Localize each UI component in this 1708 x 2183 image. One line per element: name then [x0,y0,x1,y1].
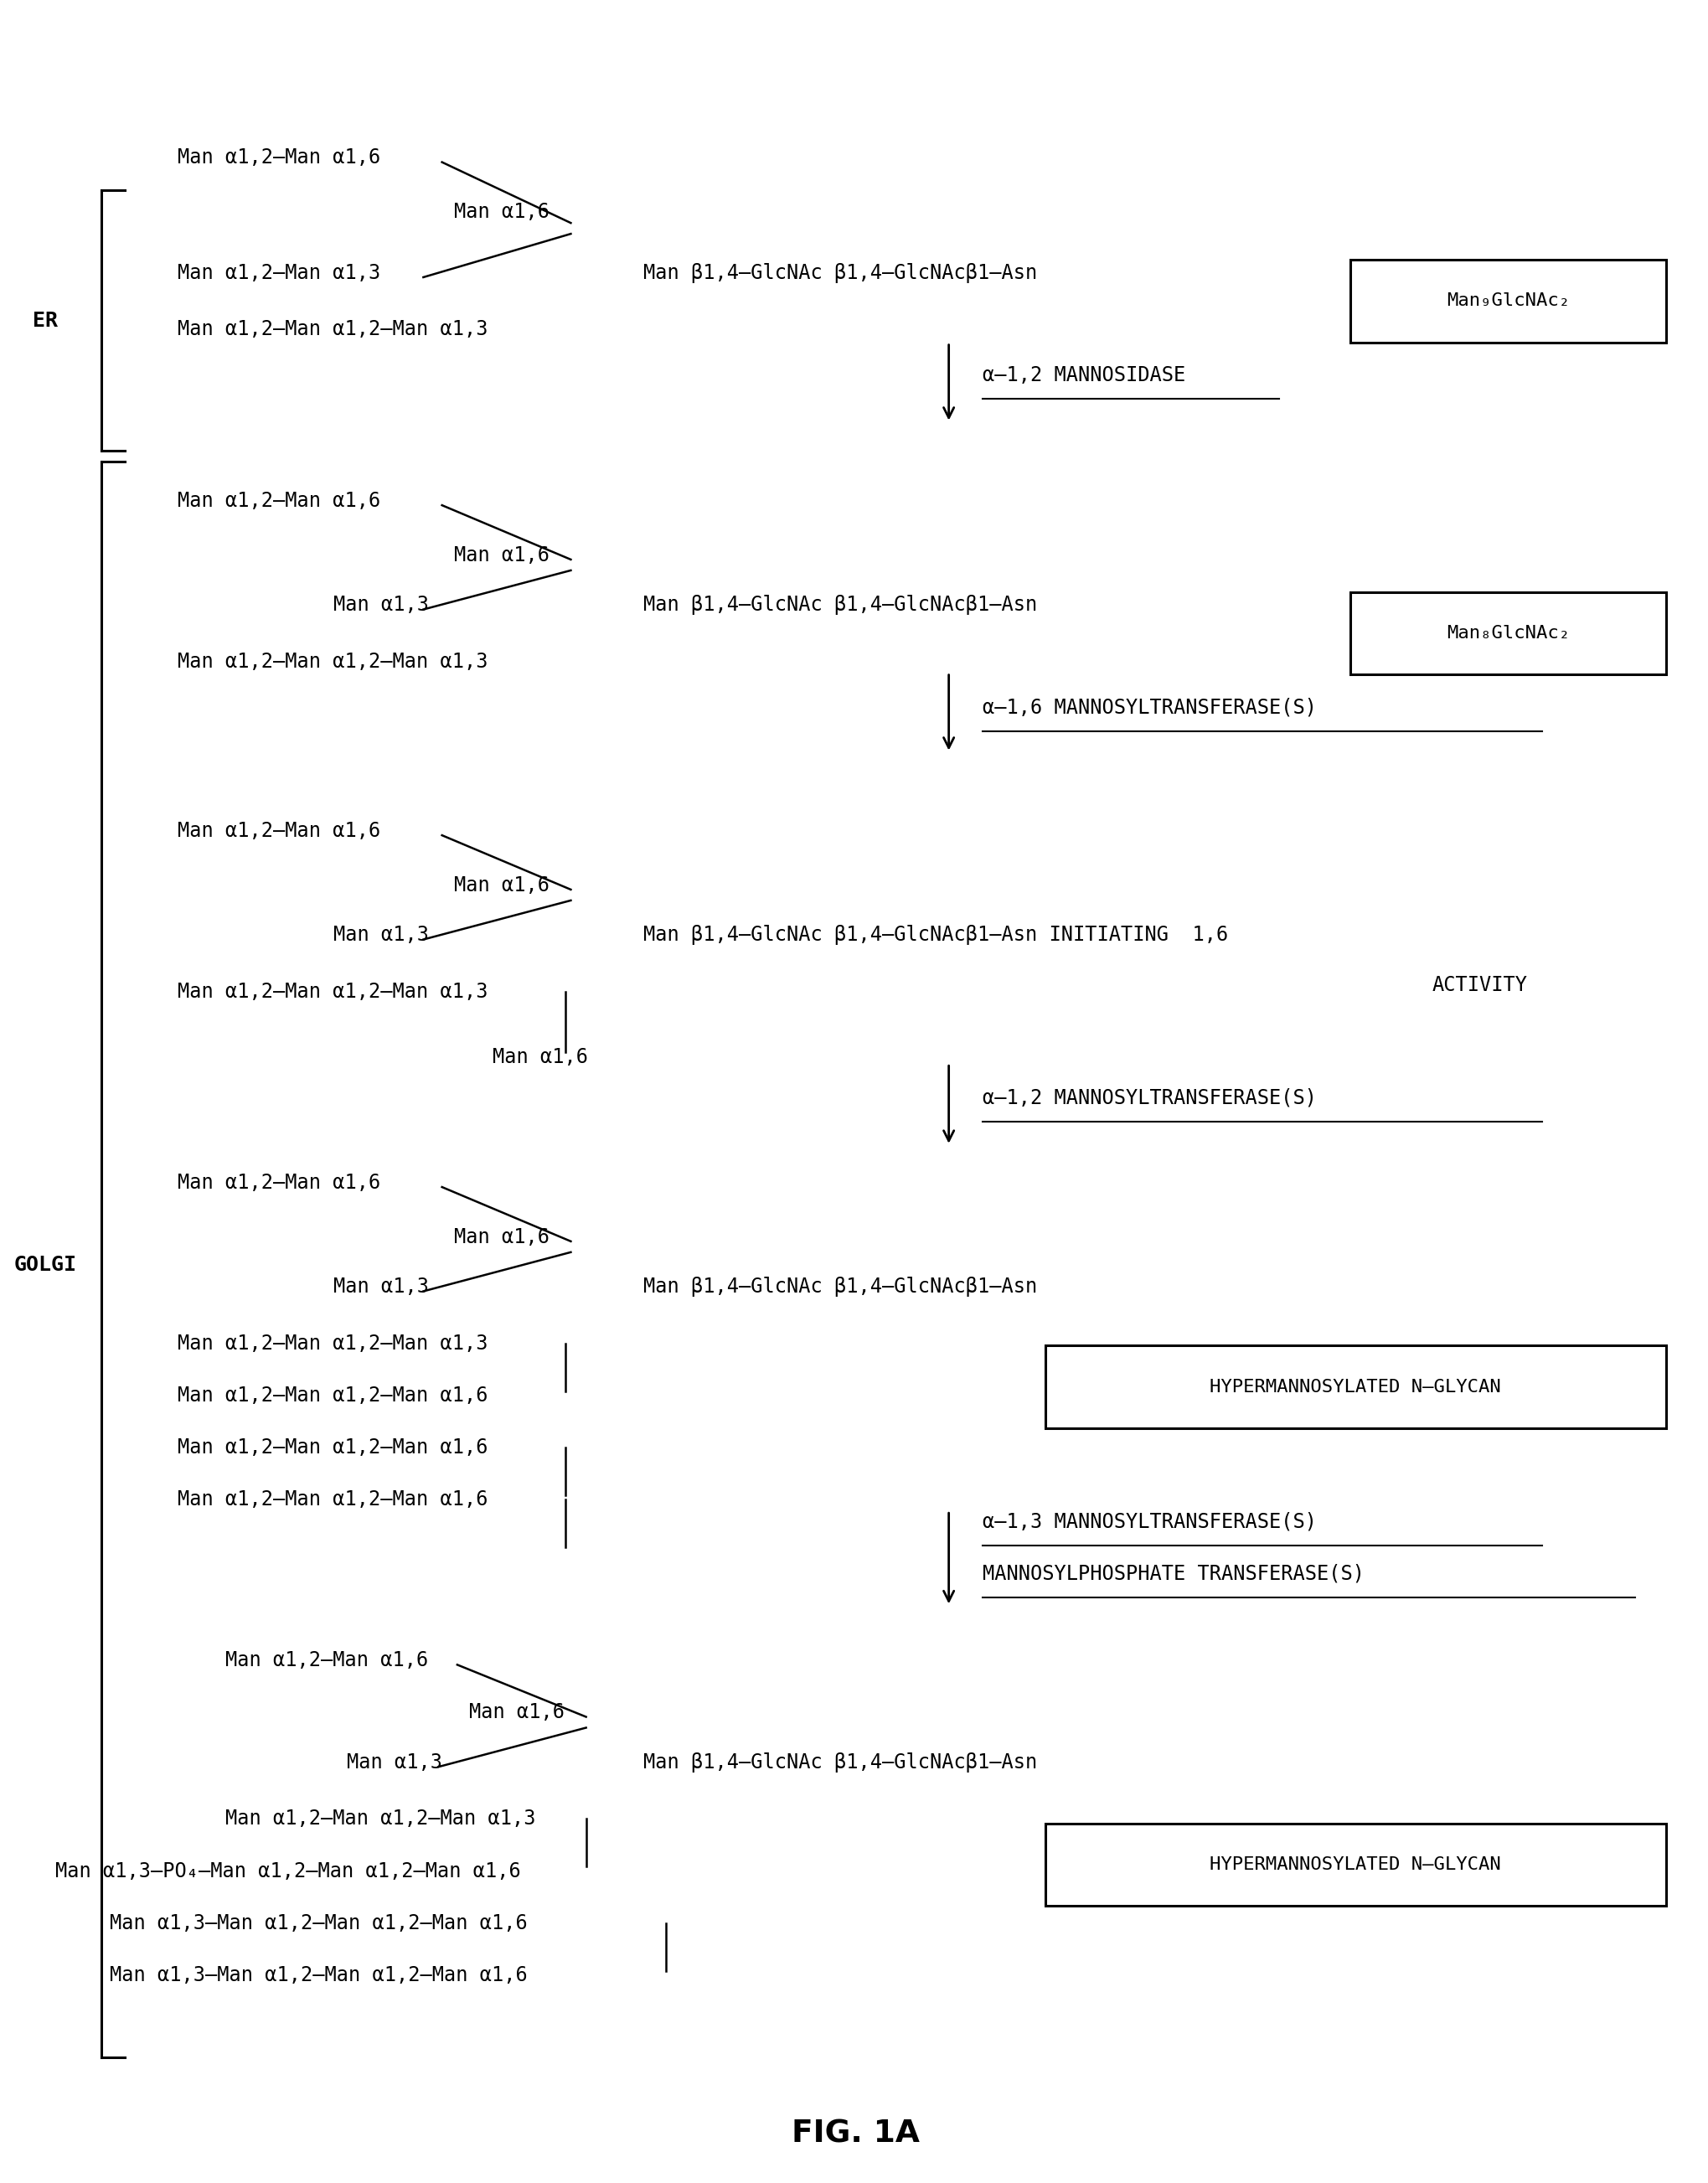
FancyBboxPatch shape [1045,1823,1665,1906]
Text: Man α1,3: Man α1,3 [333,926,429,945]
Text: Man β1,4–GlcNAc β1,4–GlcNAcβ1–Asn: Man β1,4–GlcNAc β1,4–GlcNAcβ1–Asn [644,596,1037,616]
Text: Man α1,3–PO₄–Man α1,2–Man α1,2–Man α1,6: Man α1,3–PO₄–Man α1,2–Man α1,2–Man α1,6 [56,1860,521,1882]
Text: Man α1,2–Man α1,2–Man α1,6: Man α1,2–Man α1,2–Man α1,6 [178,1439,488,1458]
Text: Man α1,2–Man α1,2–Man α1,3: Man α1,2–Man α1,2–Man α1,3 [178,651,488,672]
Text: α–1,2 MANNOSYLTRANSFERASE(S): α–1,2 MANNOSYLTRANSFERASE(S) [982,1087,1317,1109]
Text: Man α1,2–Man α1,2–Man α1,6: Man α1,2–Man α1,2–Man α1,6 [178,1386,488,1406]
Text: Man α1,6: Man α1,6 [454,1227,548,1246]
Text: Man α1,2–Man α1,6: Man α1,2–Man α1,6 [178,1172,381,1192]
Text: Man α1,6: Man α1,6 [470,1703,564,1722]
Text: Man α1,3: Man α1,3 [347,1753,442,1773]
Text: Man α1,2–Man α1,6: Man α1,2–Man α1,6 [178,491,381,511]
Text: Man α1,6: Man α1,6 [454,875,548,895]
Text: ER: ER [32,310,58,330]
Text: Man β1,4–GlcNAc β1,4–GlcNAcβ1–Asn INITIATING  1,6: Man β1,4–GlcNAc β1,4–GlcNAcβ1–Asn INITIA… [644,926,1228,945]
Text: Man₈GlcNAc₂: Man₈GlcNAc₂ [1445,624,1570,642]
Text: Man α1,3–Man α1,2–Man α1,2–Man α1,6: Man α1,3–Man α1,2–Man α1,2–Man α1,6 [109,1965,528,1984]
Text: Man α1,6: Man α1,6 [492,1046,588,1067]
Text: Man α1,2–Man α1,6: Man α1,2–Man α1,6 [225,1650,427,1670]
Text: HYPERMANNOSYLATED N–GLYCAN: HYPERMANNOSYLATED N–GLYCAN [1209,1856,1500,1873]
Text: Man β1,4–GlcNAc β1,4–GlcNAcβ1–Asn: Man β1,4–GlcNAc β1,4–GlcNAcβ1–Asn [644,262,1037,284]
Text: Man α1,2–Man α1,2–Man α1,3: Man α1,2–Man α1,2–Man α1,3 [178,982,488,1002]
Text: α–1,3 MANNOSYLTRANSFERASE(S): α–1,3 MANNOSYLTRANSFERASE(S) [982,1511,1317,1532]
Text: Man α1,2–Man α1,2–Man α1,3: Man α1,2–Man α1,2–Man α1,3 [178,1334,488,1353]
Text: Man α1,2–Man α1,2–Man α1,6: Man α1,2–Man α1,2–Man α1,6 [178,1489,488,1511]
Text: Man α1,3: Man α1,3 [333,596,429,616]
Text: Man β1,4–GlcNAc β1,4–GlcNAcβ1–Asn: Man β1,4–GlcNAc β1,4–GlcNAcβ1–Asn [644,1277,1037,1297]
FancyBboxPatch shape [1045,1345,1665,1428]
Text: MANNOSYLPHOSPHATE TRANSFERASE(S): MANNOSYLPHOSPHATE TRANSFERASE(S) [982,1563,1365,1583]
Text: Man α1,6: Man α1,6 [454,203,548,223]
Text: α–1,2 MANNOSIDASE: α–1,2 MANNOSIDASE [982,365,1185,384]
Text: α–1,6 MANNOSYLTRANSFERASE(S): α–1,6 MANNOSYLTRANSFERASE(S) [982,696,1317,718]
Text: FIG. 1A: FIG. 1A [791,2120,919,2148]
Text: GOLGI: GOLGI [14,1255,77,1275]
Text: Man α1,2–Man α1,6: Man α1,2–Man α1,6 [178,148,381,168]
FancyBboxPatch shape [1349,592,1665,675]
Text: Man₉GlcNAc₂: Man₉GlcNAc₂ [1445,293,1570,310]
Text: HYPERMANNOSYLATED N–GLYCAN: HYPERMANNOSYLATED N–GLYCAN [1209,1377,1500,1395]
Text: Man α1,2–Man α1,2–Man α1,3: Man α1,2–Man α1,2–Man α1,3 [178,319,488,338]
Text: Man α1,2–Man α1,2–Man α1,3: Man α1,2–Man α1,2–Man α1,3 [225,1810,535,1829]
Text: Man α1,3–Man α1,2–Man α1,2–Man α1,6: Man α1,3–Man α1,2–Man α1,2–Man α1,6 [109,1912,528,1934]
Text: ACTIVITY: ACTIVITY [1431,976,1527,995]
FancyBboxPatch shape [1349,260,1665,343]
Text: Man α1,6: Man α1,6 [454,546,548,565]
Text: Man α1,2–Man α1,6: Man α1,2–Man α1,6 [178,821,381,840]
Text: Man β1,4–GlcNAc β1,4–GlcNAcβ1–Asn: Man β1,4–GlcNAc β1,4–GlcNAcβ1–Asn [644,1753,1037,1773]
Text: Man α1,3: Man α1,3 [333,1277,429,1297]
Text: Man α1,2–Man α1,3: Man α1,2–Man α1,3 [178,262,381,284]
